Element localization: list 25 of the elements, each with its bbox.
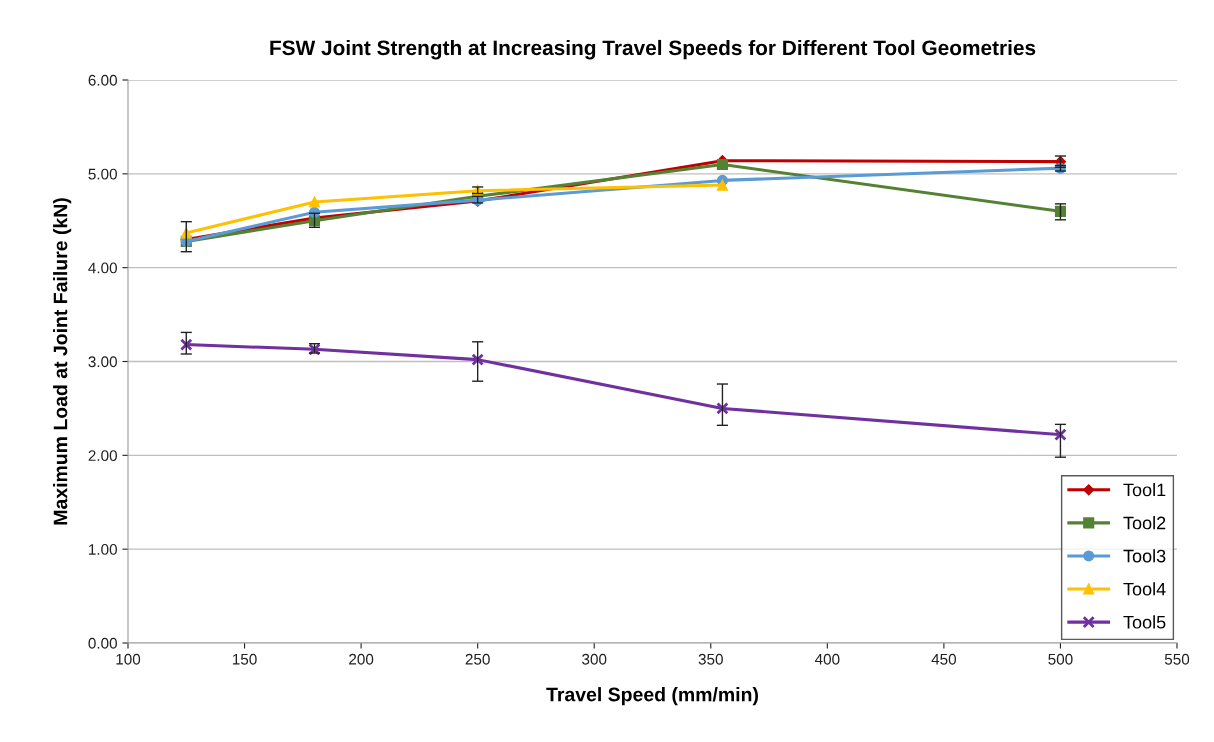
x-tick-label: 100	[116, 653, 141, 665]
legend-label: Tool4	[1123, 582, 1166, 596]
x-axis-title: Travel Speed (mm/min)	[546, 687, 758, 706]
x-tick-label: 350	[698, 653, 723, 665]
y-tick-label: 0.00	[88, 637, 117, 649]
y-tick-label: 6.00	[88, 74, 117, 86]
y-tick-label: 4.00	[88, 262, 117, 274]
legend-label: Tool2	[1123, 516, 1166, 530]
y-axis-title: Maximum Load at Joint Failure (kN)	[53, 198, 72, 525]
legend-label: Tool3	[1123, 549, 1166, 563]
x-tick-label: 550	[1164, 653, 1190, 665]
legend-label: Tool1	[1123, 483, 1166, 497]
x-tick-label: 150	[232, 653, 257, 665]
x-tick-label: 400	[814, 653, 840, 665]
legend-label: Tool5	[1123, 615, 1166, 629]
y-tick-label: 3.00	[88, 356, 117, 368]
y-tick-label: 5.00	[88, 168, 117, 180]
x-tick-label: 200	[349, 653, 374, 665]
chart-title: FSW Joint Strength at Increasing Travel Speeds for Different Tool Geometries	[270, 39, 1036, 60]
x-tick-label: 500	[1048, 653, 1073, 665]
x-tick-label: 300	[582, 653, 607, 665]
y-tick-label: 2.00	[88, 450, 117, 462]
x-tick-label: 250	[465, 653, 490, 665]
x-tick-label: 450	[931, 653, 957, 665]
y-tick-label: 1.00	[89, 544, 117, 555]
